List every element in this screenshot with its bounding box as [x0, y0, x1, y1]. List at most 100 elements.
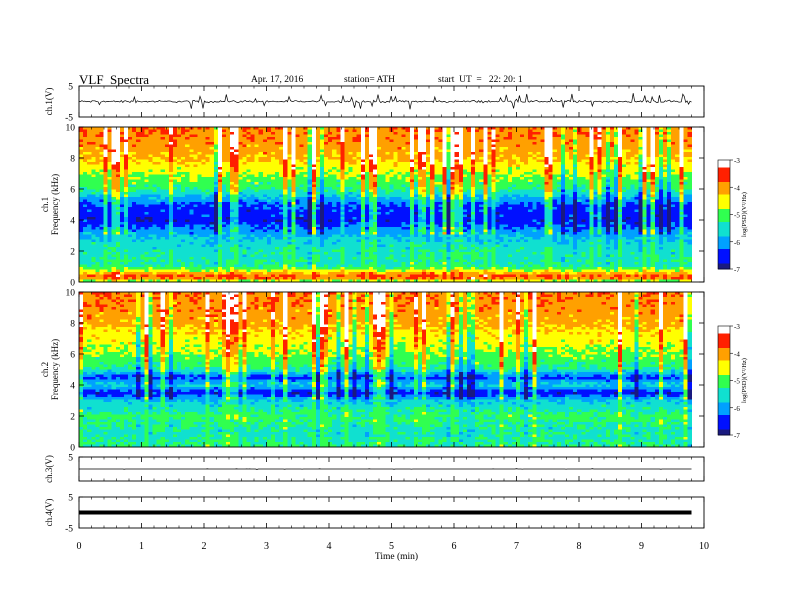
spectrogram-cell [115, 184, 121, 188]
spectrogram-cell [667, 199, 672, 203]
spectrogram-cell [618, 174, 623, 178]
spectrogram-cell [193, 142, 198, 145]
spectrogram-cell [160, 174, 166, 178]
spectrogram-cell [409, 139, 415, 143]
spectrogram-cell [279, 199, 284, 203]
spectrogram-cell [495, 137, 500, 140]
spectrogram-cell [160, 152, 166, 155]
spectrogram-cell [515, 174, 521, 178]
spectrogram-cell [307, 162, 313, 165]
spectrogram-cell [132, 169, 137, 173]
spectrogram-cell [634, 144, 639, 148]
spectrogram-cell [662, 132, 668, 135]
spectrogram-cell [634, 179, 639, 183]
spectrogram-cell [213, 189, 219, 193]
spectrogram-cell [262, 204, 268, 208]
spectrogram-cell [332, 142, 337, 145]
spectrogram-cell [275, 199, 280, 203]
spectrogram-cell [299, 194, 304, 198]
spectrogram-cell [213, 129, 219, 133]
spectrogram-cell [573, 187, 578, 190]
spectrogram-cell [511, 169, 517, 173]
spectrogram-cell [364, 139, 370, 143]
spectrogram-cell [605, 199, 611, 203]
spectrogram-cell [417, 129, 423, 133]
spectrogram-cell [622, 202, 627, 205]
spectrogram-cell [646, 152, 652, 155]
spectrogram-cell [605, 194, 611, 198]
spectrogram-cell [279, 144, 284, 148]
spectrogram-cell [569, 194, 574, 198]
spectrogram-cell [107, 182, 113, 185]
spectrogram-cell [181, 189, 186, 193]
spectrogram-cell [560, 172, 566, 175]
spectrogram-cell [667, 134, 672, 138]
spectrogram-cell [466, 204, 472, 208]
spectrogram-cell [99, 184, 104, 188]
spectrogram-cell [540, 187, 545, 190]
spectrogram-cell [569, 142, 574, 145]
spectrogram-cell [393, 189, 398, 193]
spectrogram-cell [679, 189, 684, 193]
spectrogram-cell [140, 179, 145, 183]
spectrogram-cell [413, 154, 419, 158]
spectrogram-cell [168, 199, 174, 203]
spectrogram-cell [430, 142, 435, 145]
spectrogram-cell [671, 187, 676, 190]
spectrogram-cell [185, 179, 190, 183]
spectrogram-cell [193, 157, 198, 160]
spectrogram-cell [528, 197, 533, 200]
spectrogram-cell [609, 152, 615, 155]
spectrogram-cell [417, 134, 423, 138]
spectrogram-cell [601, 187, 607, 190]
spectrogram-cell [197, 204, 202, 208]
spectrogram-cell [487, 149, 492, 153]
spectrogram-cell [520, 177, 525, 180]
spectrogram-cell [181, 159, 186, 163]
spectrogram-cell [262, 189, 268, 193]
spectrogram-cell [397, 157, 402, 160]
spectrogram-cell [675, 139, 680, 143]
spectrogram-cell [487, 169, 492, 173]
spectrogram-cell [397, 174, 402, 178]
spectrogram-cell [426, 174, 431, 178]
spectrogram-cell [658, 157, 664, 160]
spectrogram-cell [471, 182, 476, 185]
spectrogram-cell [434, 154, 439, 158]
spectrogram-cell [242, 174, 247, 178]
spectrogram-cell [250, 169, 255, 173]
station-label: station= ATH [344, 75, 396, 85]
spectrogram-cell [160, 189, 166, 193]
spectrogram-cell [573, 154, 578, 158]
spectrogram-cell [515, 142, 521, 145]
spectrogram-cell [189, 199, 194, 203]
spectrogram-cell [164, 129, 170, 133]
spectrogram-cell [348, 147, 353, 150]
spectrogram-cell [422, 147, 427, 150]
spectrogram-cell [181, 142, 186, 145]
spectrogram-cell [667, 127, 672, 130]
spectrogram-cell [360, 164, 366, 168]
spectrogram-cell [650, 159, 656, 163]
spectrogram-cell [609, 129, 615, 133]
spectrogram-cell [385, 182, 390, 185]
spectrogram-cell [650, 199, 656, 203]
spectrogram-cell [401, 204, 407, 208]
spectrogram-cell [160, 137, 166, 140]
spectrogram-cell [515, 139, 521, 143]
spectrogram-cell [156, 129, 162, 133]
spectrogram-cell [205, 144, 211, 148]
spectrogram-cell [581, 197, 586, 200]
spectrogram-cell [499, 182, 505, 185]
spectrogram-cell [646, 132, 652, 135]
spectrogram-cell [348, 144, 353, 148]
spectrogram-cell [144, 207, 149, 210]
spectrogram-cell [340, 164, 345, 168]
spectrogram-cell [368, 184, 374, 188]
spectrogram-cell [91, 192, 96, 195]
spectrogram-cell [311, 142, 317, 145]
spectrogram-cell [560, 174, 566, 178]
spectrogram-cell [352, 184, 358, 188]
spectrogram-cell [368, 144, 374, 148]
spectrogram-cell [209, 147, 215, 150]
